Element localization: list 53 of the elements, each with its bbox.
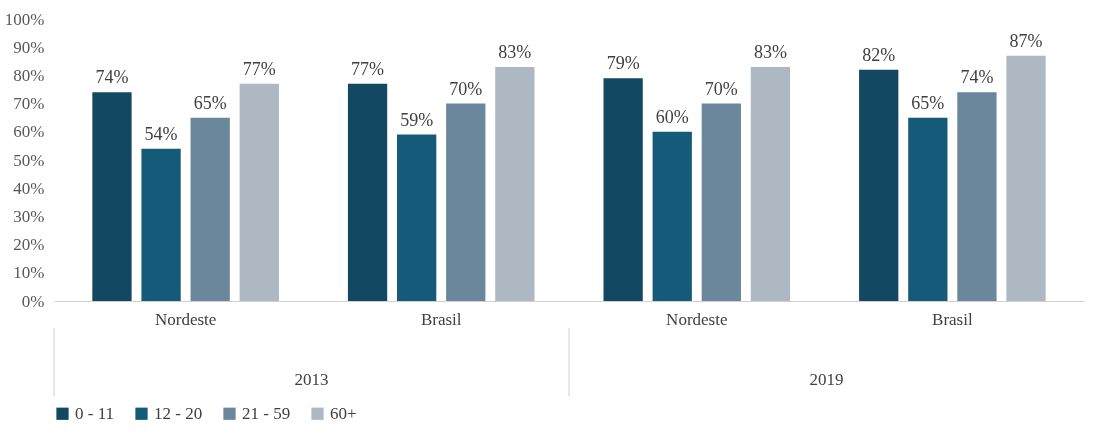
bar — [495, 66, 535, 301]
x-tick-label: Brasil — [420, 309, 462, 329]
bar — [347, 83, 388, 301]
data-label: 74% — [95, 67, 129, 88]
data-label: 74% — [960, 67, 994, 88]
y-tick-label: 60% — [13, 122, 45, 142]
text: 2013 — [294, 370, 329, 389]
data-label: 65% — [911, 92, 945, 113]
bar — [957, 92, 997, 301]
legend-label: 60+ — [330, 403, 357, 423]
y-tick-label: 20% — [13, 235, 45, 255]
bar — [397, 134, 437, 301]
data-label: 70% — [449, 78, 483, 99]
y-tick-label: 90% — [13, 37, 45, 57]
y-tick-label: 10% — [13, 263, 45, 283]
text: 2019 — [809, 370, 844, 389]
data-label: 60% — [655, 106, 689, 127]
bar — [701, 103, 741, 301]
data-label: 79% — [606, 53, 640, 74]
data-label: 83% — [753, 41, 787, 62]
bar — [1006, 55, 1046, 301]
data-label: 82% — [862, 44, 896, 65]
data-label: 54% — [144, 123, 178, 144]
y-tick-label: 70% — [13, 94, 45, 114]
x-tick-label: Nordeste — [154, 309, 217, 329]
bar — [652, 131, 692, 301]
bar — [446, 103, 486, 301]
data-label: 70% — [704, 78, 738, 99]
data-label: 83% — [498, 41, 532, 62]
legend-label: 0 - 11 — [75, 403, 115, 423]
y-tick-label: 40% — [13, 178, 45, 198]
y-tick-label: 80% — [13, 65, 45, 85]
y-tick-label: 100% — [4, 9, 45, 29]
bar — [92, 92, 132, 301]
x-tick-label: Nordeste — [666, 309, 728, 329]
bar — [141, 148, 181, 301]
bar — [908, 117, 948, 301]
legend-label: 12 - 20 — [154, 403, 203, 423]
data-label: 77% — [351, 58, 385, 79]
data-label: 87% — [1009, 30, 1043, 51]
bar — [603, 78, 643, 301]
bar — [750, 66, 791, 301]
legend-label: 21 - 59 — [242, 403, 291, 423]
bar — [190, 117, 230, 301]
bar — [859, 69, 899, 301]
data-label: 65% — [193, 92, 227, 113]
bar — [239, 83, 279, 301]
y-tick-label: 30% — [13, 206, 45, 226]
data-label: 59% — [400, 109, 434, 130]
y-tick-label: 50% — [13, 150, 45, 170]
y-tick-label: 0% — [21, 291, 45, 311]
data-label: 77% — [242, 58, 276, 79]
x-tick-label: Brasil — [932, 309, 973, 329]
